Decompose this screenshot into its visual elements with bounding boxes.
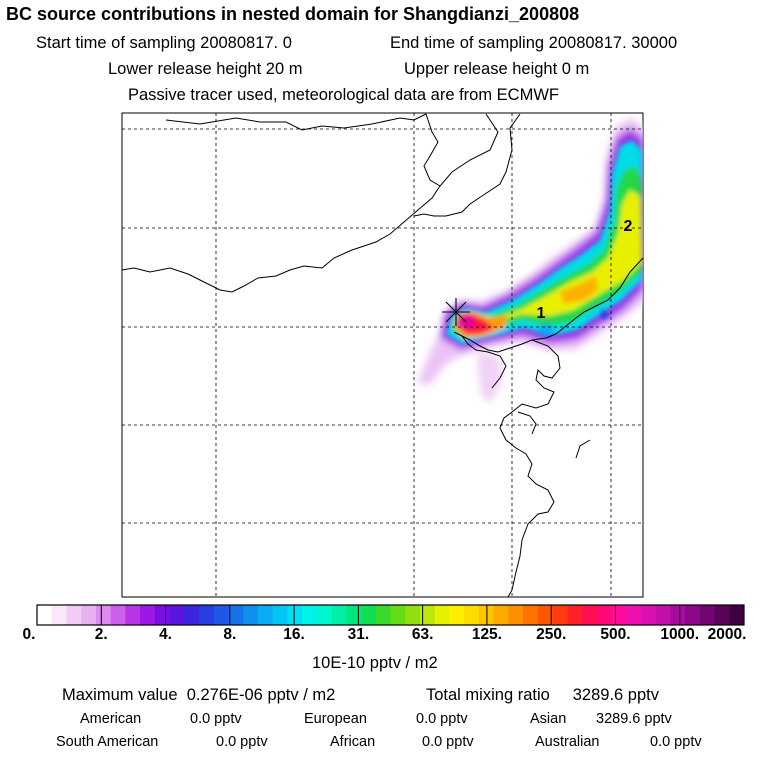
colorbar-cell: [51, 605, 67, 625]
colorbar-cell: [140, 605, 156, 625]
region-value-american: 0.0 pptv: [190, 711, 242, 727]
upper-release-label: Upper release height 0 m: [404, 60, 590, 78]
region-value-african: 0.0 pptv: [422, 734, 474, 750]
colorbar-cell: [581, 605, 598, 625]
colorbar-tick-label: 125.: [471, 626, 502, 643]
colorbar-cell: [257, 605, 274, 625]
colorbar-frame: [36, 604, 745, 626]
max-value-label: Maximum value: [62, 686, 178, 704]
region-name-australian: Australian: [535, 734, 600, 750]
region-name-asian: Asian: [530, 711, 567, 727]
colorbar-cell: [213, 605, 229, 625]
region-name-american: American: [80, 711, 142, 727]
colorbar-cell: [449, 605, 465, 625]
total-mixing-line: Total mixing ratio 3289.6 pptv: [426, 686, 659, 705]
colorbar-cell: [596, 605, 612, 625]
colorbar-cell: [66, 605, 82, 625]
colorbar-tick-label: 0.: [22, 626, 36, 643]
colorbar-cell: [154, 605, 170, 625]
start-time-label: Start time of sampling 20080817. 0: [36, 34, 292, 52]
colorbar-tick-label: 4.: [159, 626, 172, 643]
coastlines: [122, 113, 643, 597]
colorbar-cell: [361, 605, 377, 625]
colorbar-cell: [302, 605, 318, 625]
region-value-australian: 0.0 pptv: [650, 734, 702, 750]
region-value-european: 0.0 pptv: [416, 711, 468, 727]
colorbar-cell: [316, 605, 332, 625]
colorbar-cell: [655, 605, 671, 625]
plume-field: [418, 118, 643, 402]
colorbar-cell: [552, 605, 568, 625]
colorbar-tick-label: 2.: [94, 626, 108, 643]
total-mixing-value: 3289.6 pptv: [572, 686, 659, 704]
colorbar-cell: [95, 605, 112, 625]
plume-label-2: 2: [624, 218, 633, 235]
colorbar-cell: [125, 605, 141, 625]
colorbar-cell: [184, 605, 200, 625]
tracer-note: Passive tracer used, meteorological data…: [128, 86, 559, 104]
colorbar-cell: [640, 605, 657, 625]
colorbar-tick-label: 1000.: [660, 626, 700, 643]
colorbar-cell: [523, 605, 539, 625]
max-value: 0.276E-06 pptv / m2: [186, 686, 336, 704]
colorbar-cell: [169, 605, 185, 625]
colorbar-tick-label: 16.: [283, 626, 305, 643]
lower-release-label: Lower release height 20 m: [108, 60, 303, 78]
colorbar-cell: [37, 605, 53, 625]
colorbar-cell: [243, 605, 259, 625]
region-value-asian: 3289.6 pptv: [596, 711, 672, 727]
colorbar-cell: [699, 605, 715, 625]
map-frame: [121, 112, 644, 598]
plume-label-1: 1: [537, 305, 546, 322]
max-value-line: Maximum value 0.276E-06 pptv / m2: [62, 686, 335, 705]
colorbar-cell: [729, 605, 745, 625]
colorbar-unit: 10E-10 pptv / m2: [312, 654, 438, 672]
colorbar-tick-label: 500.: [600, 626, 631, 643]
colorbar-cell: [375, 605, 391, 625]
colorbar-cell: [228, 605, 244, 625]
region-name-european: European: [304, 711, 367, 727]
colorbar-cell: [626, 605, 642, 625]
receptor-marker: [442, 298, 470, 326]
colorbar-cell: [110, 605, 126, 625]
plume-outer-lavender-south: [478, 352, 502, 402]
colorbar-cell: [390, 605, 406, 625]
marker-labels: 12: [537, 218, 633, 322]
colorbar-tick-label: 63.: [411, 626, 434, 643]
colorbar-cell: [464, 605, 480, 625]
colorbar-cell: [199, 605, 215, 625]
colorbar-cell: [508, 605, 524, 625]
plume-blue-spot: [599, 309, 609, 319]
colorbar-cell: [346, 605, 362, 625]
colorbar-cell: [81, 605, 97, 625]
colorbar-cell: [537, 605, 553, 625]
colorbar-cell: [670, 605, 686, 625]
region-name-south-american: South American: [56, 734, 159, 750]
plume-orange-north: [560, 276, 598, 304]
colorbar-cell: [405, 605, 421, 625]
colorbar-tick-label: 250.: [536, 626, 567, 643]
colorbar-cell: [331, 605, 347, 625]
colorbar-cell: [272, 605, 288, 625]
colorbar-tick-label: 2000.: [707, 626, 747, 643]
colorbar-cell: [685, 605, 701, 625]
colorbar-tick-label: 31.: [347, 626, 370, 643]
colorbar-cell: [611, 605, 627, 625]
colorbar-cell: [287, 605, 303, 625]
region-name-african: African: [330, 734, 376, 750]
colorbar: [36, 604, 745, 626]
grid-lines: [122, 113, 643, 597]
colorbar-cell: [419, 605, 436, 625]
colorbar-tick-label: 8.: [223, 626, 237, 643]
colorbar-cell: [434, 605, 450, 625]
colorbar-cell: [567, 605, 583, 625]
colorbar-cell: [493, 605, 509, 625]
total-mixing-label: Total mixing ratio: [426, 686, 550, 704]
chart-title: BC source contributions in nested domain…: [6, 4, 580, 24]
end-time-label: End time of sampling 20080817. 30000: [390, 34, 678, 52]
colorbar-cell: [714, 605, 730, 625]
plume-cyan-spot: [538, 324, 554, 336]
region-value-south-american: 0.0 pptv: [216, 734, 268, 750]
